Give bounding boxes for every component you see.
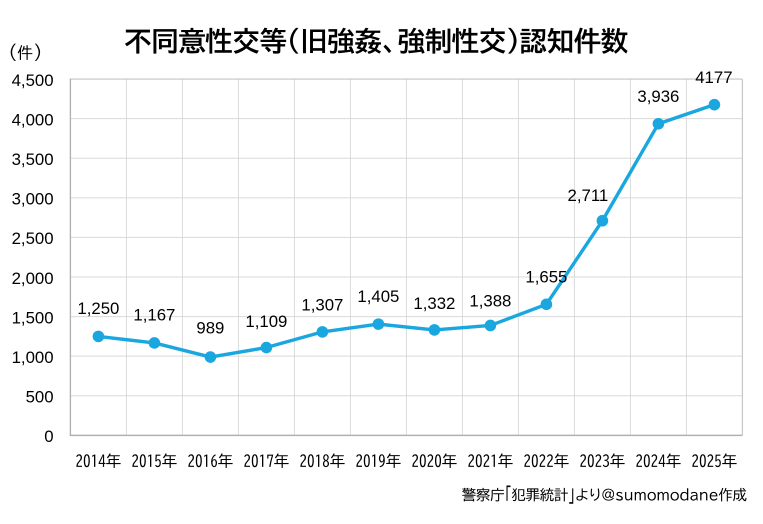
svg-text:1,500: 1,500: [12, 308, 54, 327]
svg-text:1,388: 1,388: [469, 292, 511, 311]
svg-text:3,936: 3,936: [637, 87, 679, 106]
svg-text:2,500: 2,500: [12, 229, 54, 248]
svg-text:2,711: 2,711: [568, 186, 609, 205]
svg-text:1,167: 1,167: [133, 306, 175, 325]
svg-text:1,000: 1,000: [12, 348, 54, 367]
svg-text:1,655: 1,655: [525, 268, 567, 287]
svg-text:3,500: 3,500: [12, 150, 54, 169]
svg-text:4,500: 4,500: [12, 71, 54, 90]
svg-text:2,000: 2,000: [12, 269, 54, 288]
svg-text:4177: 4177: [695, 68, 732, 87]
svg-text:4,000: 4,000: [12, 110, 54, 129]
svg-text:1,405: 1,405: [357, 287, 399, 306]
svg-text:0: 0: [44, 427, 53, 446]
svg-text:1,307: 1,307: [301, 296, 343, 315]
svg-text:1,109: 1,109: [245, 312, 287, 331]
svg-text:3,000: 3,000: [12, 190, 54, 209]
svg-text:1,332: 1,332: [413, 294, 455, 313]
svg-text:989: 989: [196, 319, 224, 338]
svg-text:500: 500: [26, 388, 54, 407]
svg-text:1,250: 1,250: [77, 299, 119, 318]
